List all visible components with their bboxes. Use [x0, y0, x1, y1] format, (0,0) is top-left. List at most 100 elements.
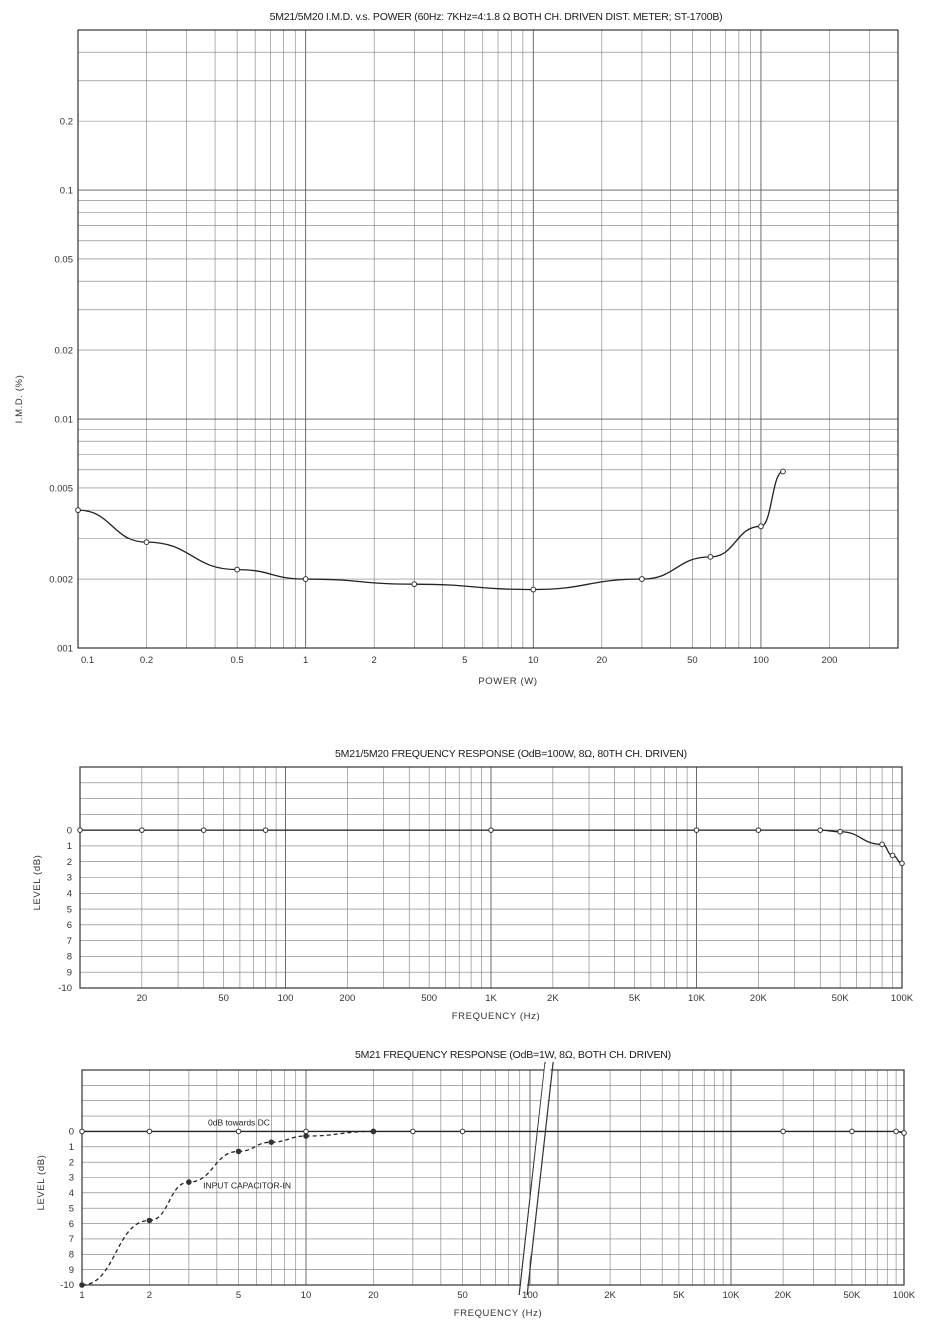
imd-x-tick-label: 50: [687, 655, 698, 666]
imd-curve: [77, 470, 784, 591]
imd-data-point: [234, 566, 241, 573]
freq-x-tick-label: 100K: [891, 993, 914, 1004]
imd-x-axis-label: POWER (W): [478, 676, 537, 687]
imd-x-tick-label: 0.1: [81, 655, 94, 666]
freq-data-point: [146, 1128, 153, 1135]
freq-y-tick-label: 1: [67, 841, 72, 852]
imd-x-tick-label: 20: [597, 655, 608, 666]
imd-data-point: [411, 581, 418, 588]
freq-y-tick-label: 3: [67, 873, 72, 884]
freq-x-tick-label: 2K: [604, 1290, 616, 1301]
freq-x-tick-label: 5: [236, 1290, 241, 1301]
freq-x-tick-label: 100K: [893, 1290, 916, 1301]
freq-x-tick-label: 1K: [485, 993, 497, 1004]
freq-data-point: [139, 827, 145, 833]
imd-y-tick-label: 0.1: [60, 186, 73, 197]
freq-chart-title: 5M21/5M20 FREQUENCY RESPONSE (OdB=100W, …: [335, 748, 687, 760]
freq-x-tick-label: 1: [79, 1290, 84, 1301]
imd-x-tick-label: 0.2: [140, 655, 153, 666]
freq-y-axis-label: LEVEL (dB): [36, 1155, 47, 1211]
imd-data-point: [143, 539, 150, 546]
imd-x-tick-label: 10: [528, 655, 539, 666]
freq-y-tick-label: 8: [69, 1249, 74, 1260]
freq-x-tick-label: 50: [457, 1290, 468, 1301]
freq-y-tick-label: 7: [69, 1234, 74, 1245]
freq-y-tick-label: 7: [67, 936, 72, 947]
freq-y-tick-label: 9: [67, 967, 72, 978]
freq-x-tick-label: 50K: [832, 993, 850, 1004]
freq-chart-3: 5M21 FREQUENCY RESPONSE (OdB=1W, 8Ω, BOT…: [36, 1049, 916, 1319]
freq-data-point: [837, 828, 843, 835]
imd-x-tick-label: 100: [753, 655, 769, 666]
freq-data-point: [410, 1128, 416, 1135]
freq-y-tick-label: 9: [69, 1265, 74, 1276]
imd-x-tick-label: 2: [372, 655, 377, 666]
freq-data-point: [303, 1133, 309, 1139]
imd-plot-frame: [77, 29, 899, 649]
freq-data-point: [77, 827, 83, 833]
freq-data-point: [755, 827, 762, 833]
freq-y-tick-label: 1: [69, 1142, 74, 1153]
imd-y-tick-label: 0.002: [49, 575, 73, 586]
imd-x-tick-label: 1: [303, 655, 308, 666]
freq-data-point: [186, 1179, 192, 1185]
freq-y-tick-label: 4: [69, 1188, 74, 1199]
axis-break-line: [518, 1061, 546, 1296]
imd-data-point: [707, 553, 714, 560]
freq-y-tick-label: 5: [69, 1203, 74, 1214]
freq-x-tick-label: 500: [421, 993, 437, 1004]
imd-data-point: [302, 576, 309, 582]
freq-x-axis-label: FREQUENCY (Hz): [452, 1011, 540, 1022]
imd-chart-title: 5M21/5M20 I.M.D. v.s. POWER (60Hz: 7KHz=…: [270, 11, 723, 23]
freq-data-point: [879, 841, 885, 848]
annotation-input-capacitor: INPUT CAPACITOR-IN: [203, 1181, 291, 1191]
freq-data-point: [459, 1128, 466, 1135]
freq-y-tick-label: 0: [67, 825, 72, 836]
freq-x-tick-label: 10K: [688, 993, 706, 1004]
freq-x-tick-label: 20K: [750, 993, 768, 1004]
imd-y-tick-label: 0.005: [49, 483, 73, 494]
freq-x-axis-label: FREQUENCY (Hz): [454, 1308, 542, 1319]
freq-plot-frame: [79, 766, 903, 989]
axis-break-line: [526, 1061, 554, 1296]
freq-data-point: [235, 1128, 242, 1135]
imd-data-point: [75, 507, 81, 514]
imd-data-point: [758, 523, 764, 530]
freq-y-tick-label: 5: [67, 904, 72, 915]
freq-data-point: [780, 1128, 786, 1135]
imd-y-tick-label: 0.05: [55, 254, 74, 265]
freq-data-point: [893, 1128, 899, 1135]
freq-y-tick-label: 6: [67, 920, 72, 931]
freq-x-tick-label: 2K: [547, 993, 559, 1004]
freq-data-point: [303, 1128, 309, 1135]
freq-data-point: [889, 852, 896, 859]
freq-x-tick-label: 100: [522, 1290, 538, 1301]
freq-data-point: [370, 1128, 377, 1135]
freq-chart-title: 5M21 FREQUENCY RESPONSE (OdB=1W, 8Ω, BOT…: [355, 1049, 671, 1061]
annotation-0db-towards-dc: 0dB towards DC: [208, 1117, 270, 1127]
freq-x-tick-label: 20: [137, 993, 148, 1004]
freq-chart-2: 5M21/5M20 FREQUENCY RESPONSE (OdB=100W, …: [32, 748, 914, 1022]
freq-x-tick-label: 100: [278, 993, 294, 1004]
freq-y-tick-label: 2: [67, 857, 72, 868]
freq-x-tick-label: 10: [301, 1290, 312, 1301]
imd-x-tick-label: 0.5: [231, 655, 244, 666]
imd-y-tick-label: 0.2: [60, 117, 73, 128]
imd-data-point: [780, 468, 786, 475]
freq-y-tick-label: 2: [69, 1157, 74, 1168]
freq-x-tick-label: 20K: [775, 1290, 793, 1301]
imd-y-tick-label: 0.01: [55, 415, 74, 426]
freq-plot-frame: [81, 1069, 905, 1286]
axis-break-gap: [520, 1064, 552, 1293]
freq-y-tick-label: -10: [58, 983, 72, 994]
imd-y-axis-label: I.M.D. (%): [14, 375, 25, 424]
freq-x-tick-label: 50: [218, 993, 229, 1004]
freq-data-point: [235, 1148, 242, 1155]
freq-data-point: [268, 1139, 275, 1145]
freq-data-point: [200, 827, 207, 833]
freq-y-tick-label: -10: [60, 1280, 74, 1291]
freq-x-tick-label: 5K: [629, 993, 641, 1004]
freq-x-tick-label: 2: [147, 1290, 152, 1301]
